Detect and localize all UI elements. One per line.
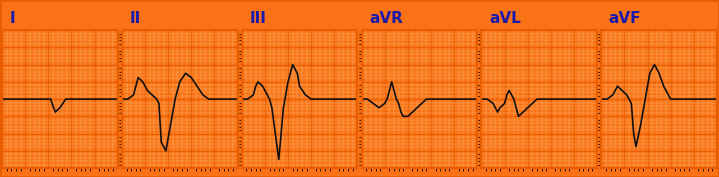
Text: aVR: aVR	[369, 11, 403, 26]
Text: aVF: aVF	[609, 11, 641, 26]
Text: II: II	[129, 11, 141, 26]
Text: aVL: aVL	[489, 11, 521, 26]
Text: I: I	[9, 11, 15, 26]
Text: III: III	[249, 11, 266, 26]
